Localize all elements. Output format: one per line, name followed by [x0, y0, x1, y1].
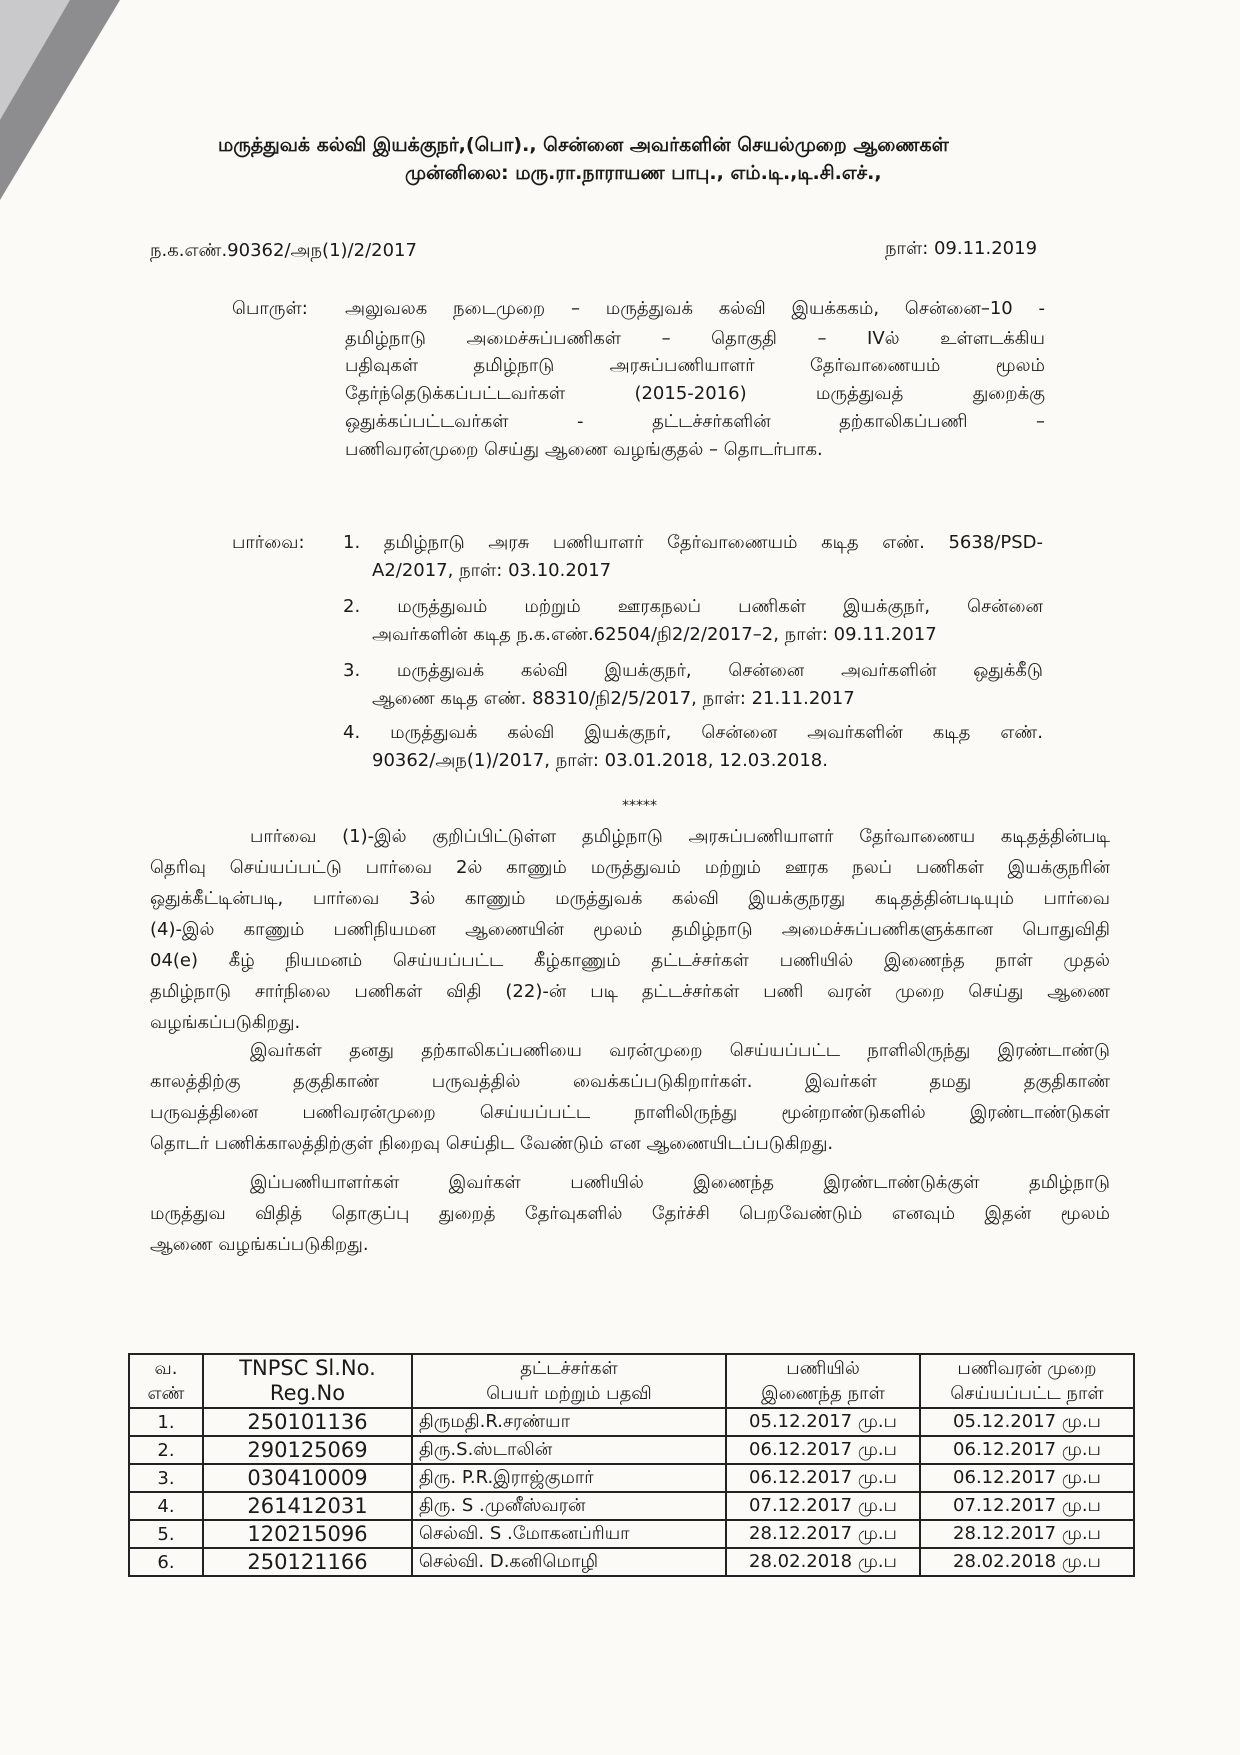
reference-item-line2: ஆணை கடித எண். 88310/நி2/5/2017, நாள்: 21…	[372, 688, 855, 709]
table-header-cell: வ. எண்	[128, 1353, 204, 1409]
table-cell: 28.12.2017 மு.ப	[919, 1519, 1135, 1549]
subject-label: பொருள்:	[232, 298, 308, 319]
header-text: இணைந்த நாள்	[761, 1383, 885, 1404]
table-cell: செல்வி. S .மோகனப்ரியா	[411, 1519, 727, 1549]
table-cell: 1.	[128, 1407, 204, 1437]
table-cell: 06.12.2017 மு.ப	[919, 1435, 1135, 1465]
subject-line: ஒதுக்கப்பட்டவர்கள் - தட்டச்சர்களின் தற்க…	[345, 411, 1045, 432]
subject-line: பணிவரன்முறை செய்து ஆணை வழங்குதல் – தொடர்…	[345, 439, 823, 460]
subject-line: பதிவுகள் தமிழ்நாடு அரசுப்பணியாளர் தேர்வா…	[345, 355, 1045, 376]
subject-line: தமிழ்நாடு அமைச்சுப்பணிகள் – தொகுதி – IVல…	[345, 328, 1045, 349]
paragraph-line: தமிழ்நாடு சார்நிலை பணிகள் விதி (22)-ன் ப…	[150, 981, 1110, 1002]
presence-line: முன்னிலை: மரு.ரா.நாராயண பாபு., எம்.டி.,ட…	[405, 162, 882, 184]
paragraph-line: இப்பணியாளர்கள் இவர்கள் பணியில் இணைந்த இர…	[250, 1172, 1110, 1193]
table-cell: 4.	[128, 1491, 204, 1521]
table-row: 5. 120215096 செல்வி. S .மோகனப்ரியா 28.12.20…	[128, 1519, 1135, 1549]
table-row: 6. 250121166 செல்வி. D.கனிமொழி 28.02.2018 ம…	[128, 1547, 1135, 1577]
table-cell: திரு. S .முனீஸ்வரன்	[411, 1491, 727, 1521]
header-text: செய்யப்பட்ட நாள்	[950, 1383, 1104, 1404]
header-text: எண்	[147, 1383, 185, 1404]
reference-item-line2: A2/2017, நாள்: 03.10.2017	[372, 560, 612, 581]
header-text: தட்டச்சர்கள்	[520, 1358, 618, 1379]
table-cell: திரு.S.ஸ்டாலின்	[411, 1435, 727, 1465]
table-header-cell: பணிவரன் முறை செய்யப்பட்ட நாள்	[919, 1353, 1135, 1409]
header-text: பெயர் மற்றும் பதவி	[486, 1383, 652, 1404]
table-cell: 07.12.2017 மு.ப	[725, 1491, 921, 1521]
paragraph-line: ஆணை வழங்கப்படுகிறது.	[150, 1234, 369, 1255]
table-header-cell: TNPSC Sl.No. Reg.No	[202, 1353, 413, 1409]
document-date: நாள்: 09.11.2019	[885, 238, 1038, 259]
table-cell: திரு. P.R.இராஜ்குமார்	[411, 1463, 727, 1493]
table-cell: 120215096	[202, 1519, 413, 1549]
table-cell: செல்வி. D.கனிமொழி	[411, 1547, 727, 1577]
header-text: வ.	[154, 1358, 178, 1379]
header-text: பணிவரன் முறை	[957, 1358, 1097, 1379]
references-label: பார்வை:	[232, 532, 305, 553]
table-row: 3. 030410009 திரு. P.R.இராஜ்குமார் 06.12.20…	[128, 1463, 1135, 1493]
table-row: 2. 290125069 திரு.S.ஸ்டாலின் 06.12.2017 மு.…	[128, 1435, 1135, 1465]
reference-item-line1: 3. மருத்துவக் கல்வி இயக்குநர், சென்னை அவ…	[343, 660, 1043, 681]
table-cell: 06.12.2017 மு.ப	[725, 1435, 921, 1465]
table-cell: 06.12.2017 மு.ப	[725, 1463, 921, 1493]
folded-paper-corner-inner	[0, 0, 70, 120]
reference-item-line1: 2. மருத்துவம் மற்றும் ஊரகநலப் பணிகள் இயக…	[343, 596, 1043, 617]
table-cell: திருமதி.R.சரண்யா	[411, 1407, 727, 1437]
paragraph-line: மருத்துவ விதித் தொகுப்பு துறைத் தேர்வுகள…	[150, 1203, 1110, 1224]
paragraph-line: 04(e) கீழ் நியமனம் செய்யப்பட்ட கீழ்காணும…	[150, 950, 1110, 971]
table-cell: 07.12.2017 மு.ப	[919, 1491, 1135, 1521]
table-row: 1. 250101136 திருமதி.R.சரண்யா 05.12.2017 மு…	[128, 1407, 1135, 1437]
table-cell: 28.02.2018 மு.ப	[919, 1547, 1135, 1577]
paragraph-line: பருவத்தினை பணிவரன்முறை செய்யப்பட்ட நாளில…	[150, 1102, 1110, 1123]
table-cell: 250101136	[202, 1407, 413, 1437]
table-header-cell: பணியில் இணைந்த நாள்	[725, 1353, 921, 1409]
subject-line: அலுவலக நடைமுறை – மருத்துவக் கல்வி இயக்கக…	[345, 298, 1045, 319]
table-row: 4. 261412031 திரு. S .முனீஸ்வரன் 07.12.2017…	[128, 1491, 1135, 1521]
paragraph-line: ஒதுக்கீட்டின்படி, பார்வை 3ல் காணும் மருத…	[150, 888, 1110, 909]
separator: *****	[622, 798, 657, 814]
reference-item-line2: 90362/அந(1)/2017, நாள்: 03.01.2018, 12.0…	[372, 750, 828, 771]
table-cell: 28.02.2018 மு.ப	[725, 1547, 921, 1577]
header-text: Reg.No	[269, 1381, 346, 1405]
table-cell: 05.12.2017 மு.ப	[919, 1407, 1135, 1437]
reference-item-line2: அவர்களின் கடித ந.க.எண்.62504/நி2/2/2017–…	[372, 624, 937, 645]
table-cell: 2.	[128, 1435, 204, 1465]
table-cell: 3.	[128, 1463, 204, 1493]
paragraph-line: தொடர் பணிக்காலத்திற்குள் நிறைவு செய்திட …	[150, 1133, 834, 1154]
typists-table: வ. எண் TNPSC Sl.No. Reg.No தட்டச்சர்கள் பெயர்…	[128, 1353, 1135, 1577]
reference-item-line1: 1. தமிழ்நாடு அரசு பணியாளர் தேர்வாணையம் க…	[343, 532, 1043, 553]
document-title: மருத்துவக் கல்வி இயக்குநர்,(பொ)., சென்னை…	[218, 134, 949, 156]
reference-item-line1: 4. மருத்துவக் கல்வி இயக்குநர், சென்னை அவ…	[343, 722, 1043, 743]
header-text: பணியில்	[786, 1358, 860, 1379]
paragraph-line: வழங்கப்படுகிறது.	[150, 1012, 301, 1033]
reference-number: ந.க.எண்.90362/அந(1)/2/2017	[150, 240, 417, 261]
table-cell: 5.	[128, 1519, 204, 1549]
paragraph-line: தெரிவு செய்யப்பட்டு பார்வை 2ல் காணும் மர…	[150, 857, 1110, 878]
table-header-cell: தட்டச்சர்கள் பெயர் மற்றும் பதவி	[411, 1353, 727, 1409]
paragraph-line: (4)-இல் காணும் பணிநியமன ஆணையின் மூலம் தம…	[150, 919, 1110, 940]
table-cell: 261412031	[202, 1491, 413, 1521]
table-header-row: வ. எண் TNPSC Sl.No. Reg.No தட்டச்சர்கள் பெயர்…	[128, 1353, 1135, 1409]
table-cell: 030410009	[202, 1463, 413, 1493]
paragraph-line: காலத்திற்கு தகுதிகாண் பருவத்தில் வைக்கப்…	[150, 1071, 1110, 1092]
subject-line: தேர்ந்தெடுக்கப்பட்டவர்கள் (2015-2016) மர…	[345, 383, 1045, 404]
table-cell: 28.12.2017 மு.ப	[725, 1519, 921, 1549]
table-cell: 290125069	[202, 1435, 413, 1465]
table-cell: 6.	[128, 1547, 204, 1577]
header-text: TNPSC Sl.No.	[239, 1356, 376, 1380]
paragraph-line: இவர்கள் தனது தற்காலிகப்பணியை வரன்முறை செ…	[250, 1040, 1110, 1061]
table-cell: 06.12.2017 மு.ப	[919, 1463, 1135, 1493]
table-cell: 05.12.2017 மு.ப	[725, 1407, 921, 1437]
paragraph-line: பார்வை (1)-இல் குறிப்பிட்டுள்ள தமிழ்நாடு…	[250, 826, 1110, 847]
table-cell: 250121166	[202, 1547, 413, 1577]
